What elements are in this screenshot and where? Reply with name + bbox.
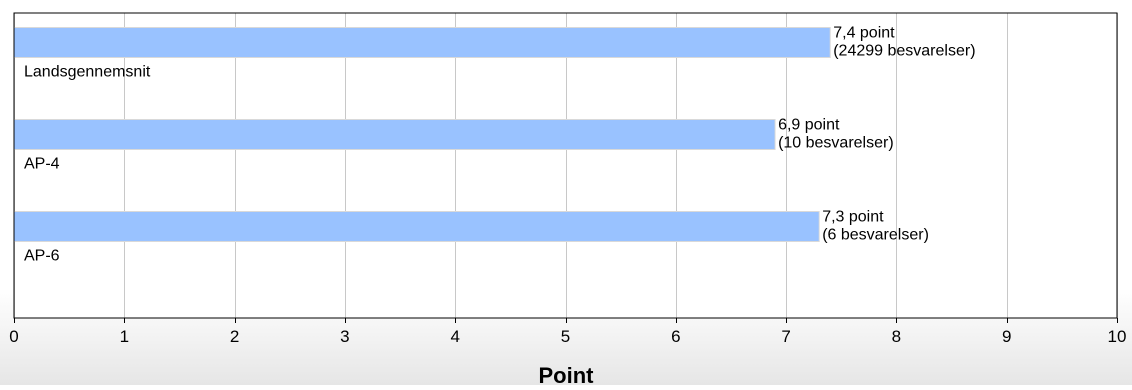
x-tick-label: 8 <box>892 327 901 346</box>
x-axis-title: Point <box>539 363 595 385</box>
data-label-value: 7,4 point <box>833 25 895 42</box>
plot-frame <box>13 12 1118 319</box>
category-label: AP-4 <box>24 156 60 173</box>
x-tick-label: 1 <box>120 327 129 346</box>
x-tick-label: 7 <box>781 327 790 346</box>
bar <box>13 119 776 150</box>
data-label-count: (6 besvarelser) <box>822 227 929 244</box>
x-tick-label: 0 <box>9 327 18 346</box>
x-tick-label: 5 <box>561 327 570 346</box>
plot-background <box>14 13 1117 318</box>
data-label-count: (24299 besvarelser) <box>833 43 975 60</box>
bar <box>13 27 831 58</box>
x-tick-label: 3 <box>340 327 349 346</box>
category-label: Landsgennemsnit <box>24 64 151 81</box>
bar <box>13 211 820 242</box>
x-tick-label: 4 <box>450 327 459 346</box>
category-label: AP-6 <box>24 248 60 265</box>
x-tick-label: 10 <box>1108 327 1127 346</box>
data-label-value: 6,9 point <box>778 117 840 134</box>
data-label-value: 7,3 point <box>822 209 884 226</box>
x-tick-label: 2 <box>230 327 239 346</box>
x-tick-label: 9 <box>1002 327 1011 346</box>
x-axis-ticks: 0 1 2 3 4 5 6 7 8 9 10 <box>9 318 1126 346</box>
bars: Landsgennemsnit 7,4 point(24299 besvarels… <box>13 25 976 265</box>
data-label-count: (10 besvarelser) <box>778 135 894 152</box>
x-tick-label: 6 <box>671 327 680 346</box>
